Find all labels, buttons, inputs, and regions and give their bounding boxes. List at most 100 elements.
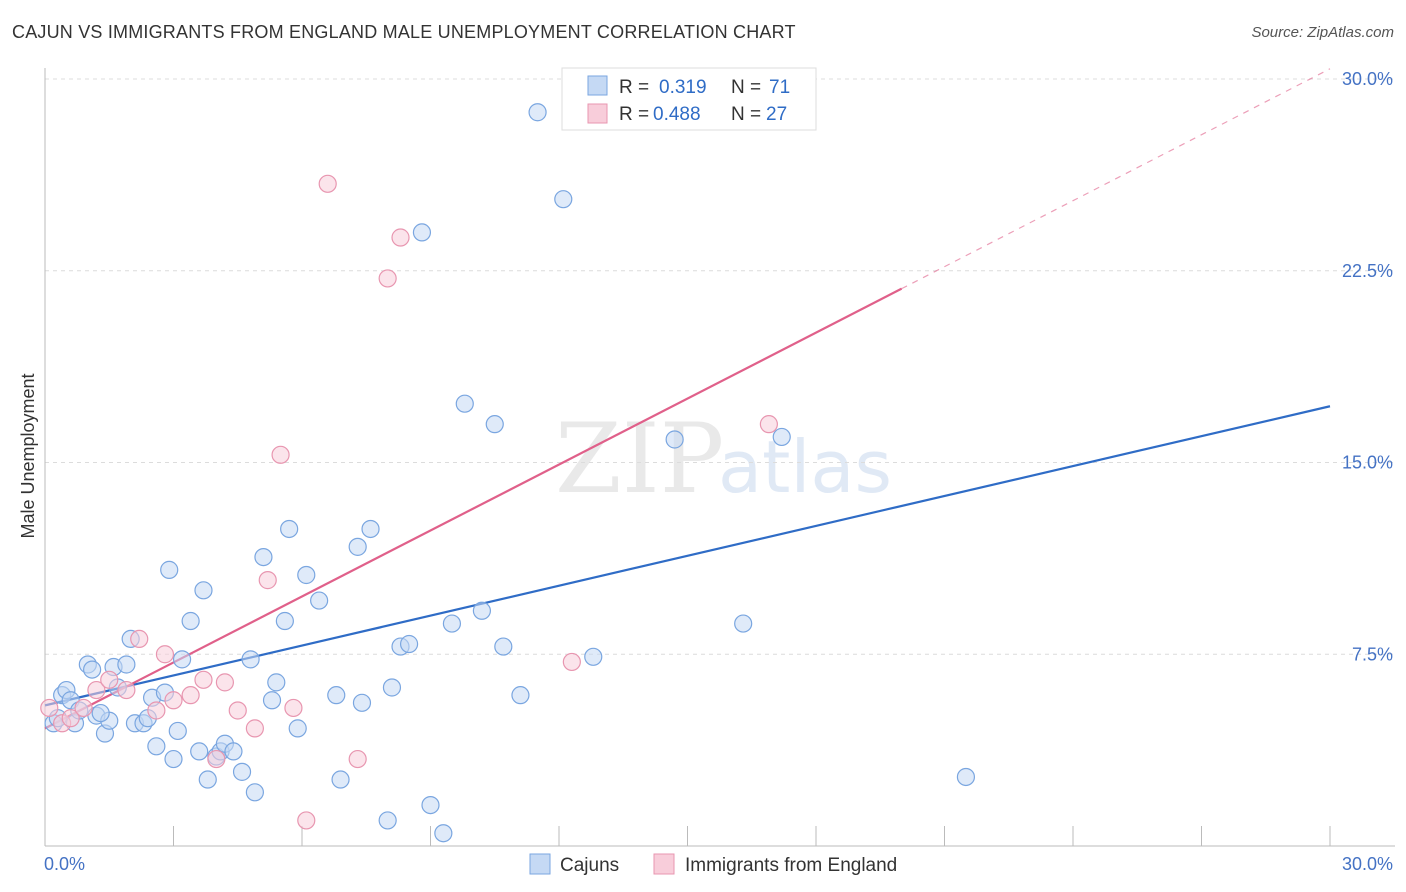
point-england-25 [562,652,581,672]
y-tick-label-0: 7.5% [1352,644,1393,664]
point-cajuns-24 [172,650,192,669]
point-cajuns-62 [528,103,547,122]
point-cajuns-38 [267,673,286,692]
point-cajuns-28 [198,770,217,789]
point-england-10 [164,691,183,710]
point-england-5 [100,670,119,689]
point-england-8 [147,701,166,720]
point-cajuns-40 [280,519,299,539]
point-cajuns-19 [147,737,166,756]
point-england-15 [228,701,247,720]
point-england-26 [759,415,778,434]
point-cajuns-58 [472,601,491,620]
point-cajuns-64 [584,647,603,666]
gridlines [45,78,1395,655]
point-england-2 [61,709,80,728]
watermark: ZIP atlas [555,403,892,515]
point-cajuns-59 [485,415,504,434]
data-points [40,103,976,843]
series-legend-swatch-england [653,853,675,875]
point-cajuns-32 [224,742,243,761]
point-cajuns-52 [399,634,419,654]
point-cajuns-37 [262,691,282,710]
point-cajuns-49 [378,811,397,830]
point-england-22 [348,749,367,769]
point-cajuns-54 [421,795,440,815]
point-cajuns-21 [160,560,179,579]
point-cajuns-44 [327,686,346,705]
legend-swatch-england [587,103,608,124]
point-cajuns-42 [297,565,316,585]
point-cajuns-35 [245,783,264,802]
point-cajuns-66 [734,614,753,633]
y-tick-label-3: 30.0% [1342,69,1393,89]
series-legend-label-cajuns: Cajuns [560,855,619,876]
point-cajuns-70 [91,703,110,723]
point-england-0 [40,698,59,718]
point-england-7 [130,629,149,649]
watermark-atlas: atlas [718,425,892,509]
point-cajuns-23 [168,721,187,741]
legend-r-value-england: 0.488 [653,104,701,125]
point-england-17 [258,571,277,590]
x-tick-label-min: 0.0% [44,854,85,874]
y-tick-labels: 7.5% 15.0% 22.5% 30.0% [1342,69,1393,664]
point-cajuns-67 [772,427,791,447]
point-cajuns-39 [275,611,294,631]
point-england-4 [87,680,106,700]
series-legend-swatch-cajuns [529,853,551,875]
point-england-23 [378,269,397,288]
legend-r-value-cajuns: 0.319 [659,77,707,98]
watermark-zip: ZIP [555,403,724,515]
point-cajuns-61 [511,686,530,705]
point-cajuns-68 [956,767,976,787]
y-tick-label-1: 15.0% [1342,453,1393,473]
point-cajuns-25 [181,611,200,631]
point-cajuns-7 [83,660,102,679]
legend-swatch-cajuns [587,75,608,96]
series-legend-label-england: Immigrants from England [685,855,897,876]
point-england-14 [215,673,234,692]
x-axis-ticks [173,826,1331,846]
series-legend: Cajuns Immigrants from England [529,853,897,876]
point-cajuns-27 [194,581,213,600]
point-cajuns-22 [164,749,183,769]
source-credit: Source: ZipAtlas.com [1251,24,1394,41]
point-england-13 [207,749,226,769]
legend-r-label-england: R = [619,104,649,125]
point-cajuns-48 [361,519,380,539]
legend-r-label-cajuns: R = [619,77,649,98]
correlation-legend: R = 0.319 N = 71 R = 0.488 N = 27 [561,67,817,131]
point-cajuns-13 [117,655,136,674]
y-axis-title: Male Unemployment [18,373,38,538]
point-england-20 [297,811,316,830]
trend-line-extension-1 [901,68,1331,290]
point-cajuns-45 [331,770,350,789]
point-cajuns-46 [348,537,367,556]
point-england-21 [318,174,337,193]
x-tick-label-max: 30.0% [1342,854,1393,874]
point-england-24 [391,228,410,247]
point-england-12 [194,670,213,689]
point-cajuns-55 [434,824,453,843]
point-england-11 [181,686,200,705]
point-cajuns-26 [190,742,209,761]
point-england-6 [117,680,136,700]
point-cajuns-36 [254,547,273,567]
point-england-3 [74,698,93,718]
point-england-9 [155,645,175,664]
legend-n-value-england: 27 [766,104,787,125]
point-cajuns-47 [352,693,372,712]
point-cajuns-43 [310,591,329,610]
point-cajuns-56 [442,614,462,633]
trend-line-0 [44,405,1331,707]
point-cajuns-57 [455,394,474,413]
point-cajuns-41 [288,719,307,738]
point-cajuns-33 [232,762,252,781]
point-cajuns-50 [382,678,402,697]
point-england-18 [271,445,290,464]
point-cajuns-63 [554,190,573,209]
point-cajuns-34 [241,650,260,669]
legend-n-label-cajuns: N = [731,77,761,98]
